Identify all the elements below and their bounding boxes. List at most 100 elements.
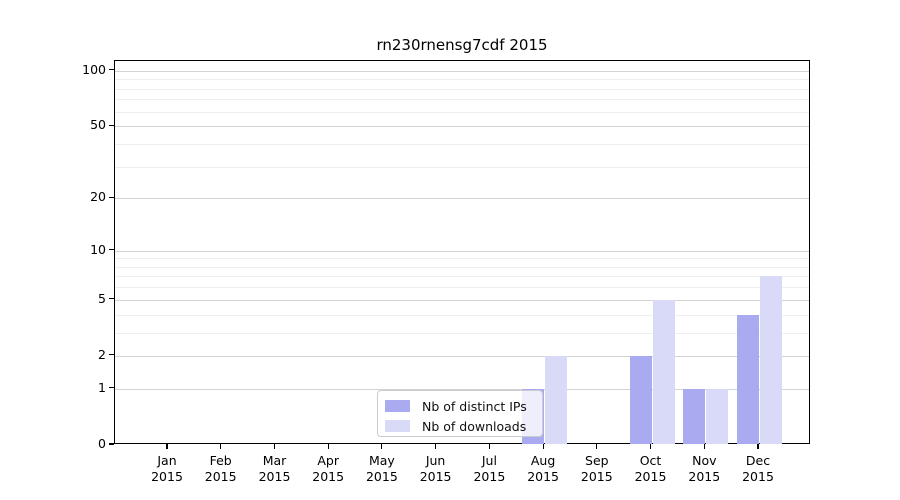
y-tick-label: 10	[90, 241, 106, 257]
x-tick-label: Jun 2015	[396, 453, 476, 484]
x-tick-label-month: Jan	[157, 453, 177, 468]
major-gridline	[115, 250, 809, 252]
y-tick-label: 100	[82, 61, 106, 77]
x-tick-label-month: Mar	[262, 453, 287, 468]
minor-gridline	[115, 332, 809, 334]
x-tick-label: Aug 2015	[503, 453, 583, 484]
x-tick-label-year: 2015	[580, 468, 613, 484]
major-gridline	[115, 388, 809, 390]
y-tick-mark	[109, 196, 114, 198]
major-gridline	[115, 299, 809, 301]
x-tick-label: Apr 2015	[288, 453, 368, 484]
bar-downloads	[760, 276, 782, 444]
legend-label: Nb of distinct IPs	[422, 398, 527, 414]
x-tick-mark	[220, 444, 222, 449]
x-tick-mark	[542, 444, 544, 449]
minor-gridline	[115, 287, 809, 289]
x-tick-label: Feb 2015	[181, 453, 261, 484]
minor-gridline	[115, 276, 809, 278]
x-tick-label-year: 2015	[365, 468, 398, 484]
x-tick-label: Jul 2015	[449, 453, 529, 484]
major-gridline	[115, 70, 809, 72]
y-tick-label: 5	[98, 290, 106, 306]
minor-gridline	[115, 79, 809, 81]
x-tick-label-month: Jul	[481, 453, 497, 468]
y-tick-mark	[109, 69, 114, 71]
x-tick-mark	[381, 444, 383, 449]
bar-downloads	[545, 355, 568, 444]
x-tick-label-month: Dec	[745, 453, 771, 468]
x-tick-label-year: 2015	[473, 468, 506, 484]
y-tick-mark	[109, 249, 114, 251]
y-tick-mark	[109, 354, 114, 356]
legend-item: Nb of downloads	[385, 417, 535, 435]
minor-gridline	[115, 111, 809, 113]
x-tick-label-year: 2015	[151, 468, 183, 484]
x-tick-label-month: Jun	[425, 453, 446, 468]
x-tick-label-year: 2015	[312, 468, 345, 484]
x-tick-label-year: 2015	[204, 468, 237, 484]
major-gridline	[115, 198, 809, 200]
chart-title: rn230rnensg7cdf 2015	[376, 36, 548, 54]
minor-gridline	[115, 88, 809, 90]
plot-area	[114, 60, 810, 444]
major-gridline	[115, 126, 809, 128]
legend: Nb of distinct IPs Nb of downloads	[377, 390, 543, 437]
y-tick-mark	[109, 298, 114, 300]
x-tick-label: Sep 2015	[557, 453, 637, 484]
x-tick-mark	[435, 444, 437, 449]
x-tick-mark	[273, 444, 276, 449]
bar-distinct-ips	[737, 314, 759, 444]
major-gridline	[115, 355, 809, 357]
x-tick-label-month: Feb	[209, 453, 232, 468]
minor-gridline	[115, 258, 809, 260]
y-tick-label: 20	[90, 189, 106, 205]
bar-distinct-ips	[683, 388, 706, 444]
x-tick-mark	[488, 444, 490, 449]
x-tick-mark	[649, 444, 652, 449]
bar-downloads	[706, 388, 729, 444]
legend-item: Nb of distinct IPs	[385, 397, 535, 415]
x-tick-label: Jan 2015	[127, 453, 207, 484]
y-tick-mark	[109, 387, 114, 389]
x-tick-label-year: 2015	[688, 468, 721, 484]
x-tick-mark	[596, 444, 598, 449]
x-tick-label: Mar 2015	[235, 453, 315, 484]
x-tick-label-month: May	[368, 453, 395, 468]
legend-swatch	[385, 420, 410, 432]
y-tick-mark	[109, 443, 114, 445]
x-tick-label-month: Sep	[585, 453, 609, 468]
x-tick-label: Nov 2015	[664, 453, 744, 484]
x-tick-label-month: Apr	[317, 453, 339, 468]
x-tick-mark	[166, 444, 168, 449]
x-tick-label-month: Aug	[530, 453, 556, 468]
minor-gridline	[115, 143, 809, 145]
minor-gridline	[115, 266, 809, 268]
bar-distinct-ips	[629, 355, 652, 444]
x-tick-label: Oct 2015	[611, 453, 691, 484]
x-tick-label-year: 2015	[634, 468, 667, 484]
x-tick-mark	[327, 444, 329, 449]
x-tick-label-year: 2015	[419, 468, 452, 484]
x-tick-label-year: 2015	[742, 468, 774, 484]
y-tick-label: 2	[98, 346, 106, 362]
x-tick-label-year: 2015	[258, 468, 291, 484]
x-tick-label-month: Nov	[692, 453, 717, 468]
x-tick-label: May 2015	[342, 453, 422, 484]
minor-gridline	[115, 314, 809, 316]
minor-gridline	[115, 166, 809, 168]
y-tick-label: 50	[90, 117, 106, 133]
y-tick-label: 1	[98, 379, 106, 395]
x-tick-label-year: 2015	[527, 468, 559, 484]
legend-label: Nb of downloads	[422, 418, 527, 434]
y-tick-label: 0	[98, 436, 106, 451]
x-tick-mark	[703, 444, 705, 449]
x-tick-mark	[757, 444, 759, 449]
y-tick-mark	[109, 124, 114, 126]
x-tick-label-month: Oct	[639, 453, 662, 468]
minor-gridline	[115, 99, 809, 101]
bar-downloads	[652, 299, 675, 444]
legend-swatch	[385, 400, 410, 412]
x-tick-label: Dec 2015	[718, 453, 798, 484]
